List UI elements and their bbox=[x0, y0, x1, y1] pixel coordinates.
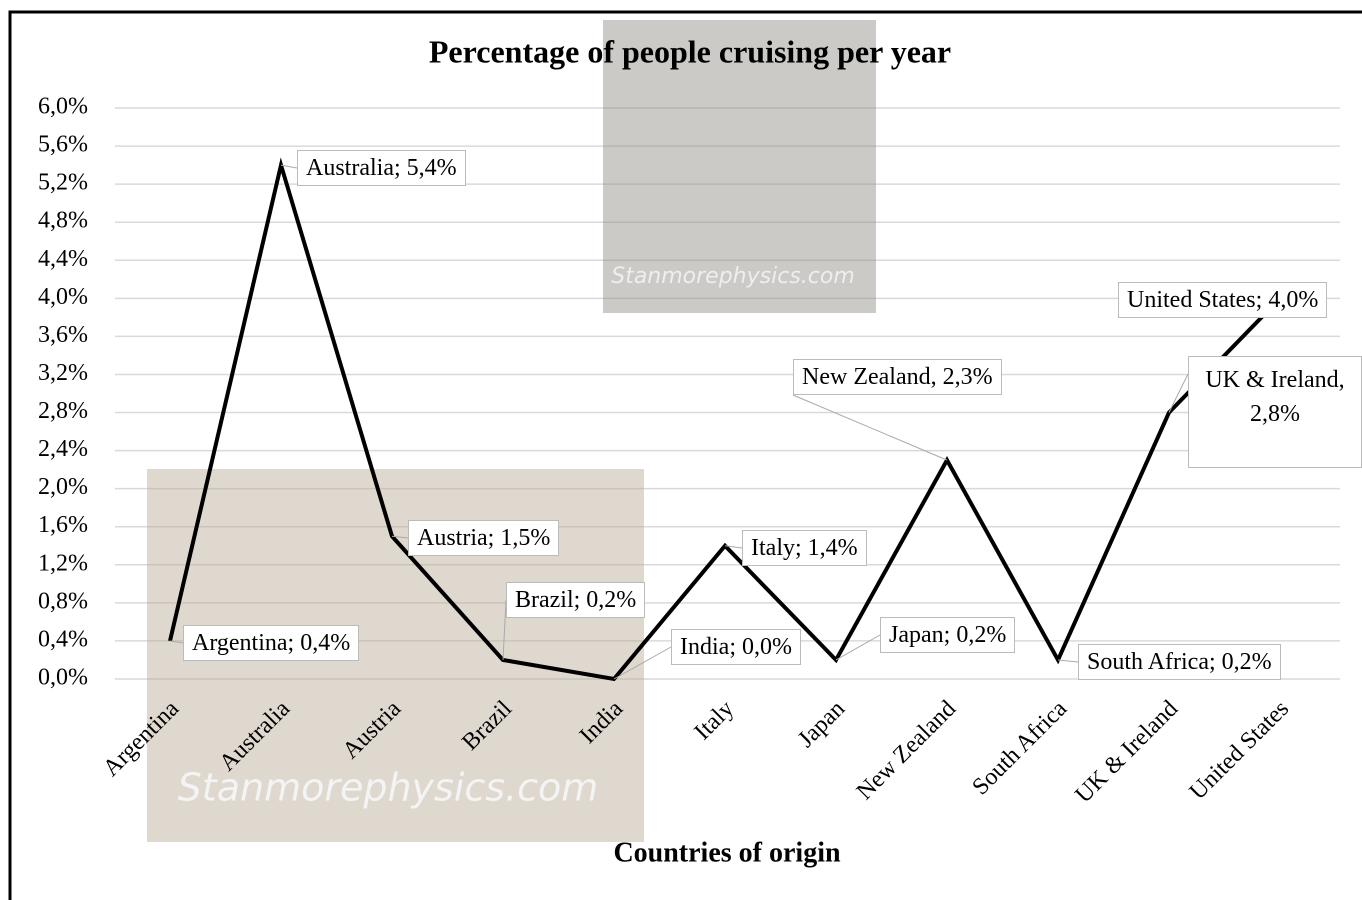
watermark-text: Stanmorephysics.com bbox=[611, 264, 855, 289]
y-tick-label: 1,6% bbox=[38, 512, 88, 538]
frame bbox=[8, 10, 1362, 900]
data-label: Argentina; 0,4% bbox=[183, 625, 360, 661]
leader-line bbox=[502, 599, 507, 660]
y-tick-label: 0,8% bbox=[38, 588, 88, 614]
data-label: India; 0,0% bbox=[671, 629, 801, 665]
data-label: Brazil; 0,2% bbox=[506, 582, 646, 618]
y-tick-label: 0,4% bbox=[38, 626, 88, 652]
data-label: United States; 4,0% bbox=[1118, 282, 1328, 318]
y-tick-label: 4,8% bbox=[38, 208, 88, 234]
leader-line bbox=[280, 164, 298, 169]
data-label: Austria; 1,5% bbox=[408, 520, 560, 556]
leader-line bbox=[391, 535, 409, 539]
x-tick-label: Japan bbox=[793, 696, 850, 753]
y-tick-label: 3,6% bbox=[38, 322, 88, 348]
data-label: New Zealand, 2,3% bbox=[793, 359, 1002, 395]
data-label: Italy; 1,4% bbox=[742, 530, 867, 566]
y-tick-label: 5,6% bbox=[38, 132, 88, 158]
y-tick-label: 5,2% bbox=[38, 170, 88, 196]
watermark-text: Stanmorephysics.com bbox=[178, 766, 599, 810]
x-tick-label: South Africa bbox=[967, 696, 1072, 801]
y-tick-label: 1,2% bbox=[38, 550, 88, 576]
data-label: Australia; 5,4% bbox=[297, 150, 466, 186]
y-tick-label: 2,8% bbox=[38, 398, 88, 424]
y-tick-label: 3,2% bbox=[38, 360, 88, 386]
leader-line bbox=[613, 646, 672, 680]
data-label: South Africa; 0,2% bbox=[1078, 644, 1281, 680]
chart-title: Percentage of people cruising per year bbox=[429, 33, 951, 69]
y-tick-label: 4,0% bbox=[38, 284, 88, 310]
leader-line bbox=[835, 634, 881, 661]
x-tick-label: United States bbox=[1185, 696, 1294, 805]
x-tick-label: UK & Ireland bbox=[1070, 696, 1183, 809]
data-label: Japan; 0,2% bbox=[880, 617, 1016, 653]
leader-line bbox=[169, 640, 184, 644]
y-tick-label: 4,4% bbox=[38, 246, 88, 272]
leader-line bbox=[792, 394, 948, 461]
leader-line bbox=[1057, 659, 1079, 663]
y-tick-label: 6,0% bbox=[38, 94, 88, 120]
data-label: UK & Ireland, 2,8% bbox=[1188, 356, 1362, 468]
y-tick-label: 0,0% bbox=[38, 665, 88, 691]
leader-line bbox=[724, 545, 743, 549]
y-tick-label: 2,4% bbox=[38, 436, 88, 462]
watermark-image bbox=[603, 20, 876, 313]
y-tick-label: 2,0% bbox=[38, 474, 88, 500]
x-tick-label: New Zealand bbox=[852, 696, 961, 805]
leader-line bbox=[1168, 373, 1189, 413]
x-axis-title: Countries of origin bbox=[613, 837, 841, 868]
x-tick-label: Italy bbox=[690, 696, 739, 745]
